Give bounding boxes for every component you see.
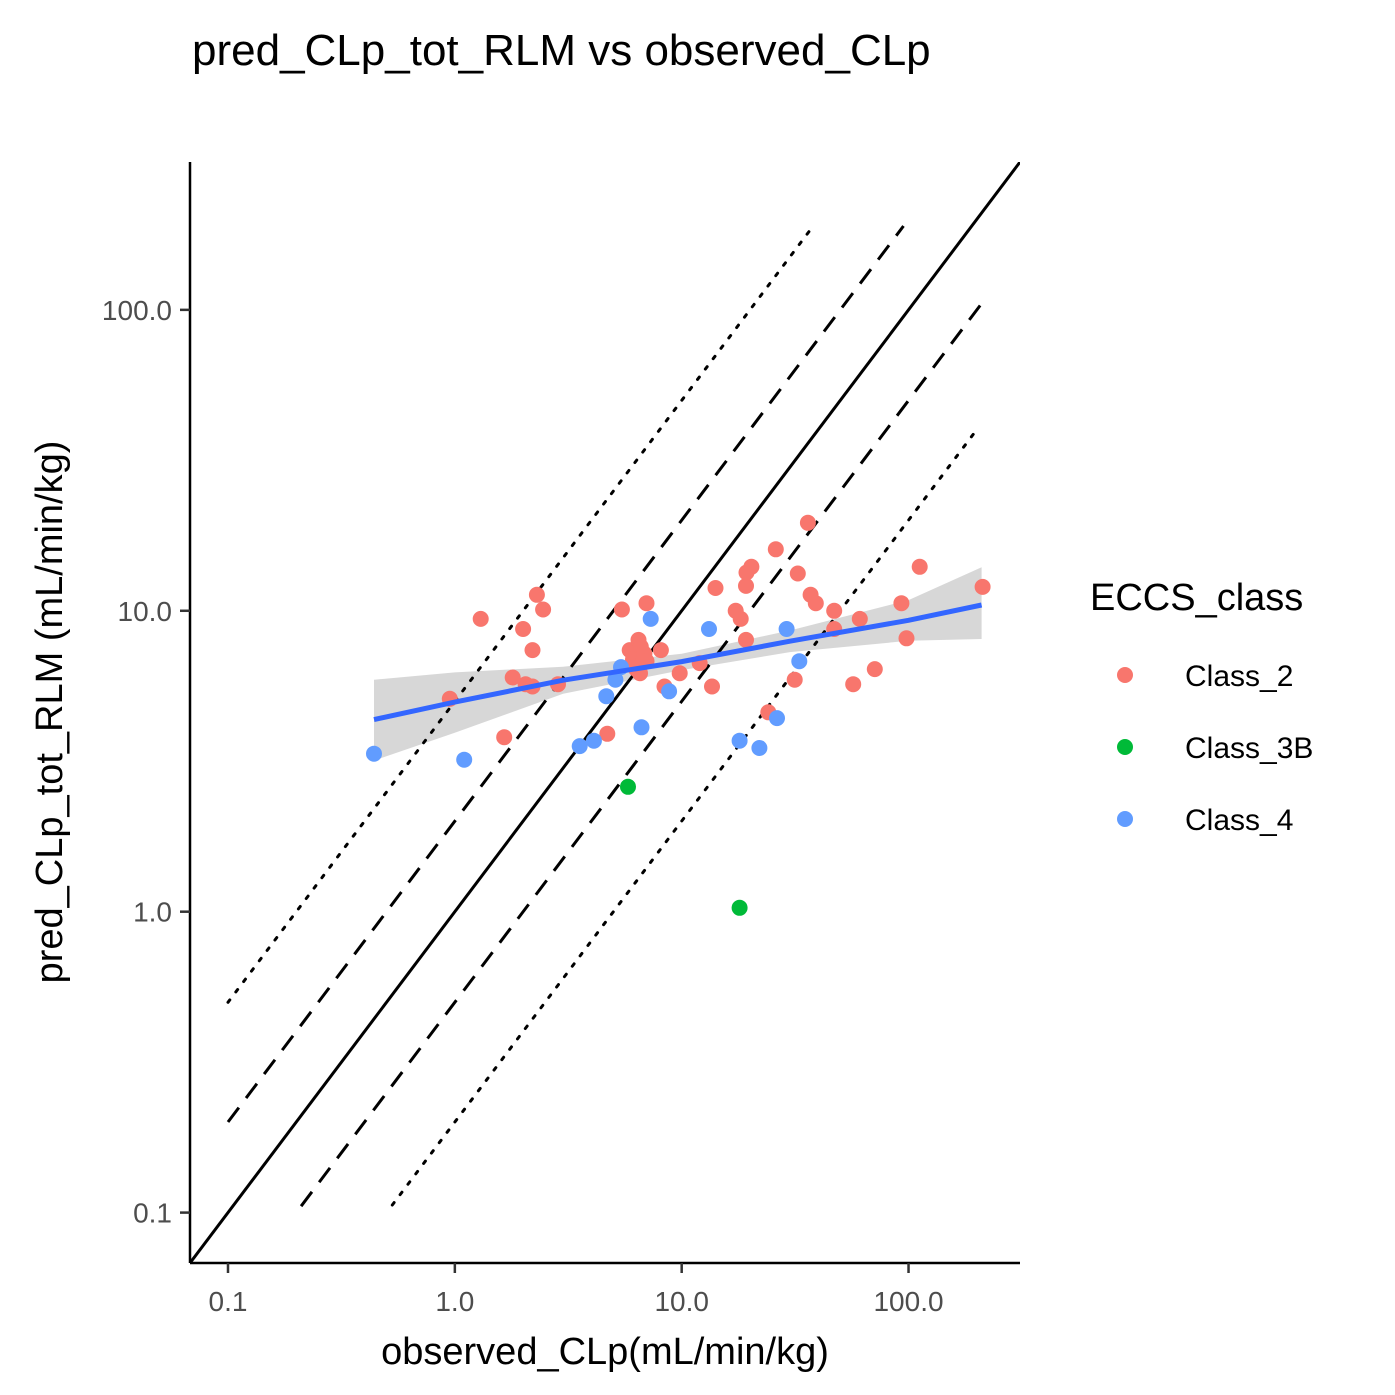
data-point: [789, 565, 806, 582]
data-point: [661, 683, 678, 700]
data-point: [535, 601, 552, 618]
data-point: [769, 710, 785, 727]
plot-area: [190, 162, 1020, 1263]
x-tick-label: 0.1: [209, 1286, 248, 1317]
legend-key: [1117, 667, 1133, 683]
data-point: [974, 578, 991, 595]
data-point: [524, 642, 541, 659]
reference-line-fold_lower-dotted: [390, 428, 979, 1207]
series-Class_3B: [620, 778, 748, 916]
regression-layer: [373, 602, 983, 723]
data-point: [701, 621, 717, 637]
data-point: [366, 745, 382, 762]
series-Class_4: [366, 610, 808, 768]
reference-line-identity-solid: [190, 162, 1020, 1263]
data-point: [607, 671, 624, 688]
y-tick-label: 10.0: [118, 596, 173, 627]
legend-label: Class_3B: [1185, 732, 1313, 765]
regression-line: [373, 602, 983, 723]
legend-key: [1117, 739, 1133, 755]
data-point: [807, 595, 824, 612]
data-point: [496, 729, 513, 746]
legend-item-Class_4: Class_4: [1117, 804, 1293, 837]
y-ticks: 0.1 1.0 10.0 100.0: [102, 295, 190, 1229]
data-point: [898, 630, 915, 647]
data-point: [799, 514, 816, 531]
data-point: [911, 558, 928, 575]
data-point: [786, 671, 803, 688]
data-point: [845, 676, 862, 693]
y-tick-label: 1.0: [133, 897, 172, 928]
legend-key: [1117, 811, 1133, 827]
data-point: [851, 610, 868, 627]
data-point: [598, 688, 615, 705]
x-ticks: 0.1 1.0 10.0 100.0: [209, 1263, 944, 1317]
reference-line-fold_lower-dashed: [299, 302, 983, 1208]
data-point: [472, 610, 489, 627]
data-point: [731, 732, 748, 749]
data-point: [707, 580, 724, 596]
legend-label: Class_4: [1185, 804, 1293, 837]
data-point: [642, 610, 659, 627]
data-point: [528, 586, 545, 603]
data-point: [826, 602, 843, 619]
data-point: [704, 678, 720, 695]
data-point: [504, 669, 521, 686]
reference-line-fold_upper-dotted: [226, 224, 815, 1004]
data-point: [751, 740, 768, 756]
data-point: [767, 541, 784, 558]
x-tick-label: 10.0: [654, 1286, 709, 1317]
legend: ECCS_class Class_2 Class_3B Class_4: [1090, 577, 1313, 837]
data-point: [599, 725, 616, 742]
y-tick-label: 100.0: [102, 295, 172, 326]
x-tick-label: 100.0: [873, 1286, 943, 1317]
x-tick-label: 1.0: [435, 1286, 474, 1317]
axes: 0.1 1.0 10.0 100.0 0.1 1.0 10.0 100.0: [102, 162, 1020, 1317]
data-point: [732, 610, 749, 627]
data-point: [620, 778, 636, 795]
data-point: [778, 621, 795, 637]
data-point: [456, 751, 473, 768]
data-point: [613, 601, 630, 618]
data-point: [671, 665, 688, 682]
data-point: [731, 899, 748, 916]
y-axis-title: pred_CLp_tot_RLM (mL/min/kg): [29, 441, 71, 984]
data-point: [633, 719, 650, 736]
data-point: [652, 642, 669, 659]
data-point: [743, 558, 760, 575]
data-point: [893, 595, 910, 612]
data-point: [866, 661, 883, 678]
data-point: [515, 621, 532, 637]
reference-lines-layer: [190, 162, 1020, 1263]
data-point: [738, 577, 754, 594]
legend-item-Class_3B: Class_3B: [1117, 732, 1313, 765]
data-point: [638, 595, 655, 612]
x-axis-title: observed_CLp(mL/min/kg): [381, 1331, 829, 1373]
data-point: [791, 653, 808, 670]
data-point: [738, 631, 754, 648]
legend-title: ECCS_class: [1090, 577, 1303, 619]
legend-label: Class_2: [1185, 660, 1293, 693]
reference-line-fold_upper-dashed: [226, 225, 905, 1123]
data-point: [571, 738, 588, 755]
data-point: [585, 732, 602, 749]
chart-title: pred_CLp_tot_RLM vs observed_CLp: [192, 26, 931, 75]
legend-item-Class_2: Class_2: [1117, 660, 1293, 693]
y-tick-label: 0.1: [133, 1198, 172, 1229]
